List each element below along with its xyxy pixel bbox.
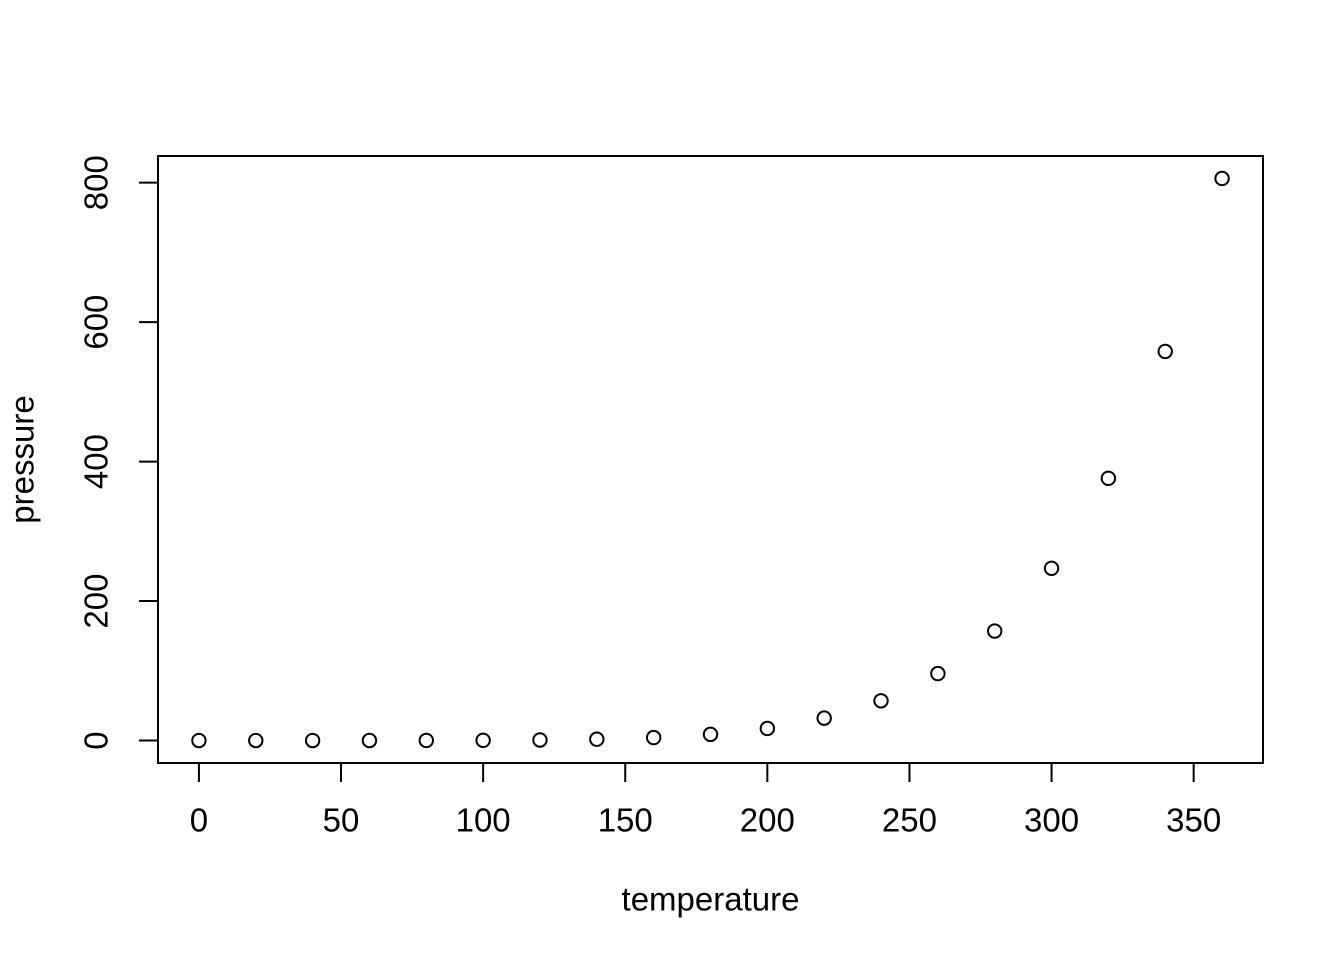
data-point (702, 726, 719, 743)
data-point (248, 732, 264, 749)
data-point (361, 732, 378, 749)
x-tick-label: 250 (882, 802, 937, 839)
y-tick-label: 400 (78, 434, 115, 489)
data-point (816, 710, 832, 726)
data-point (191, 732, 207, 749)
x-tick-label: 100 (456, 802, 511, 839)
data-point (589, 731, 605, 747)
data-point (1100, 470, 1117, 487)
y-tick-label: 800 (78, 155, 115, 210)
y-axis-title: pressure (4, 395, 41, 523)
y-tick-label: 600 (78, 295, 115, 350)
data-point (475, 732, 491, 749)
data-point (532, 732, 548, 748)
data-point (1043, 560, 1060, 576)
data-point (645, 729, 662, 746)
data-point (1214, 170, 1230, 187)
x-tick-label: 50 (323, 802, 360, 839)
x-tick-label: 350 (1166, 802, 1221, 839)
x-tick-label: 300 (1024, 802, 1079, 839)
y-tick-label: 0 (78, 731, 115, 749)
data-point (759, 720, 776, 737)
y-tick-label: 200 (78, 574, 115, 629)
x-tick-label: 0 (190, 802, 208, 839)
x-axis-title: temperature (622, 881, 800, 918)
x-tick-label: 200 (740, 802, 795, 839)
x-tick-label: 150 (598, 802, 653, 839)
plot-box (157, 155, 1264, 764)
data-point (873, 693, 889, 709)
data-point (930, 665, 946, 682)
data-point (987, 623, 1003, 639)
data-point (1157, 343, 1173, 360)
data-point (304, 732, 321, 749)
data-point (418, 732, 434, 749)
plot-area: 0 50 100 150 200 250 300 350 0 200 400 600 800 (78, 155, 1264, 839)
